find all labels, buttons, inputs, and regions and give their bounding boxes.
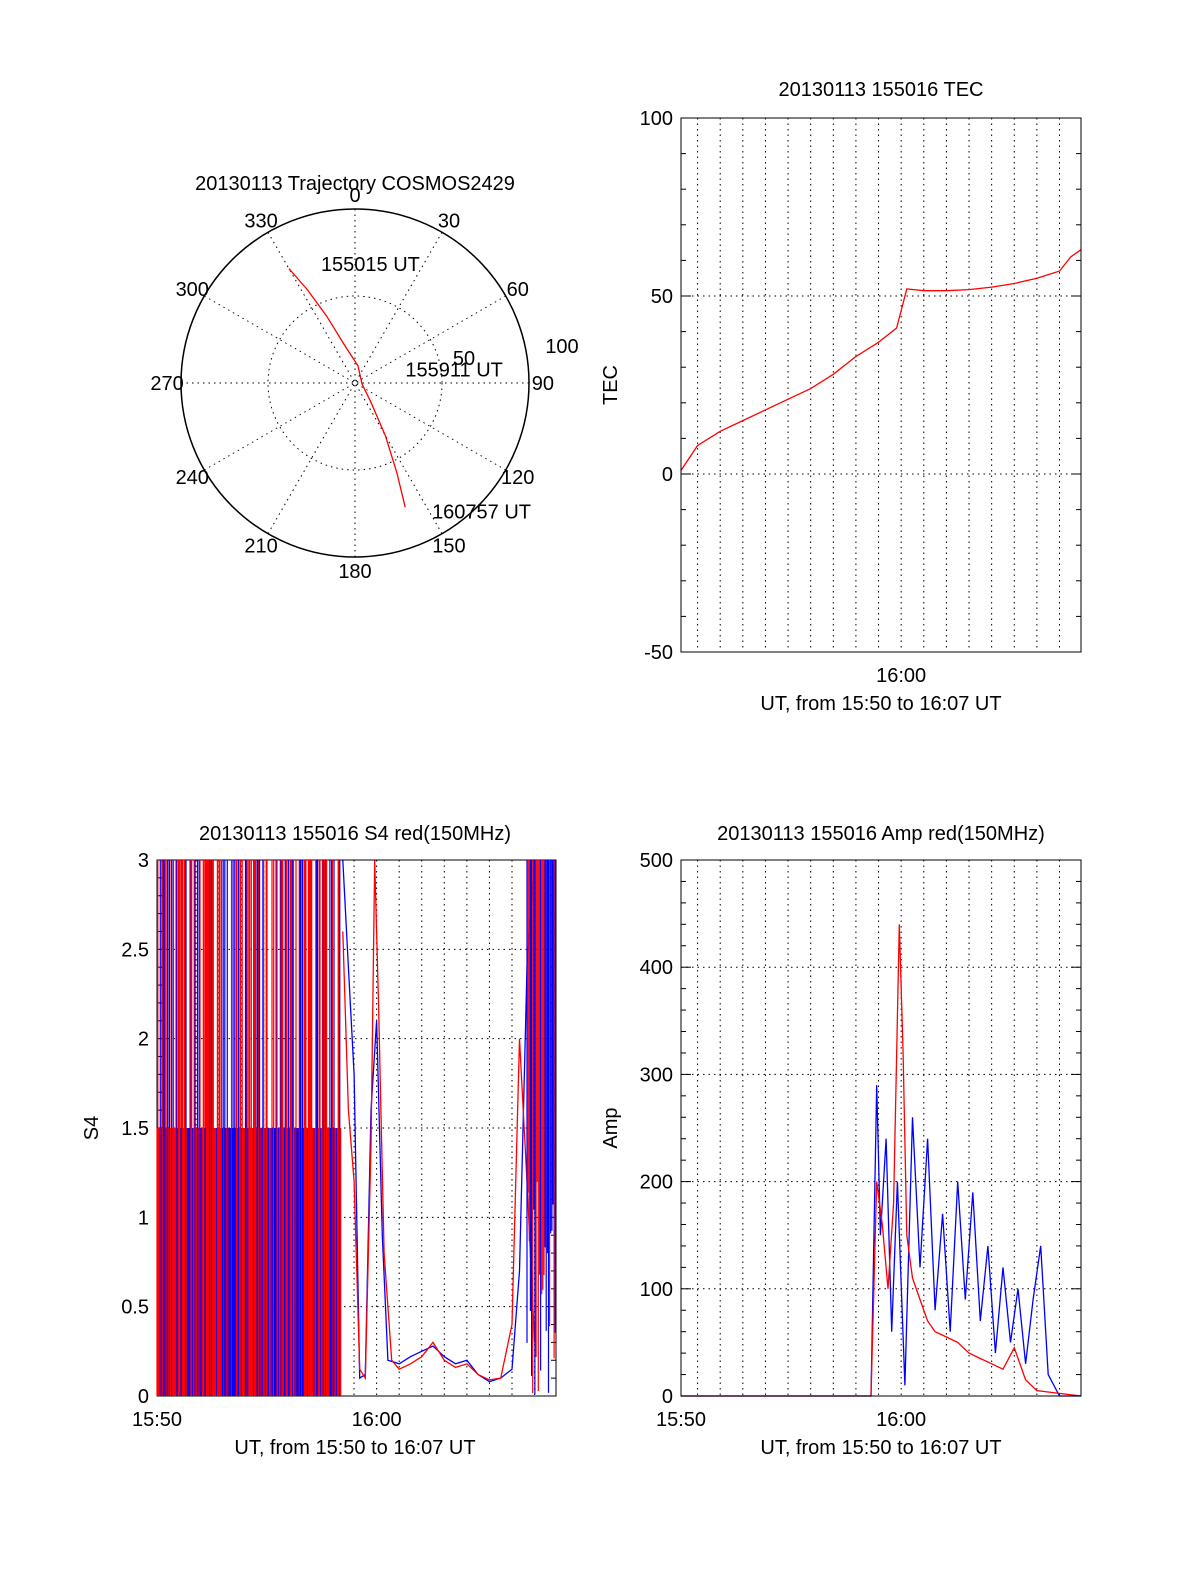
s4-ytick-label: 2 (138, 1029, 149, 1051)
amp-series-line (681, 1085, 1081, 1397)
polar-angle-label: 210 (244, 536, 277, 558)
amp-ytick-label: 100 (640, 1279, 673, 1301)
amp-ytick-label: 300 (640, 1064, 673, 1086)
amp-ylabel: Amp (600, 1107, 622, 1148)
trajectory-annotation: 160757 UT (432, 501, 531, 523)
tec-ytick-label: 50 (651, 286, 673, 308)
amp-xlabel: UT, from 15:50 to 16:07 UT (760, 1437, 1001, 1459)
trajectory-annotation: 155911 UT (405, 359, 502, 381)
s4-panel: 20130113 155016 S4 red(150MHz) 0 0.5 1 1.5 2… (81, 823, 557, 1459)
polar-angle-label: 0 (349, 185, 360, 207)
polar-spoke (267, 232, 443, 534)
polar-angle-label: 240 (176, 467, 209, 489)
polar-radius-label: 100 (545, 336, 578, 358)
polar-angle-label: 150 (432, 536, 465, 558)
tec-ytick-label: 100 (640, 108, 673, 130)
tec-series-line (680, 249, 1082, 471)
s4-ytick-label: 1.5 (121, 1118, 149, 1140)
polar-angle-label: 90 (532, 373, 554, 395)
polar-angle-label: 300 (176, 279, 209, 301)
s4-ytick-label: 0.5 (121, 1297, 149, 1319)
trajectory-series (288, 268, 406, 508)
trajectory-annotations: 155015 UT 155911 UT 160757 UT (321, 254, 531, 523)
tec-ylabel: TEC (600, 365, 622, 405)
amp-plot-frame (680, 859, 1082, 1397)
amp-ytick-label: 500 (640, 850, 673, 872)
amp-title: 20130113 155016 Amp red(150MHz) (717, 823, 1045, 845)
polar-angle-label: 60 (507, 279, 529, 301)
tec-plot-frame (680, 117, 1082, 653)
tec-xtick-label: 16:00 (876, 665, 926, 687)
s4-ytick-label: 2.5 (121, 939, 149, 961)
amp-xtick-label: 15:50 (656, 1409, 706, 1431)
tec-plot: -50 0 50 100 16:00 (640, 108, 1082, 687)
s4-xtick-label: 16:00 (352, 1409, 402, 1431)
tec-title: 20130113 155016 TEC (779, 79, 984, 101)
amp-ytick-label: 400 (640, 957, 673, 979)
s4-xlabel: UT, from 15:50 to 16:07 UT (234, 1437, 475, 1459)
polar-grid (180, 208, 530, 558)
polar-spoke (267, 232, 443, 534)
amp-ytick-label: 200 (640, 1172, 673, 1194)
trajectory-line (288, 268, 406, 508)
amp-ytick-label: 0 (662, 1386, 673, 1408)
amp-series-line (681, 924, 1082, 1397)
tec-ytick-label: 0 (662, 464, 673, 486)
s4-ytick-label: 3 (138, 850, 149, 872)
tec-ytick-label: -50 (644, 642, 673, 664)
s4-ytick-label: 0 (138, 1386, 149, 1408)
polar-radius-labels: 50 100 (453, 336, 579, 370)
s4-plot: 0 0.5 1 1.5 2 2.5 3 15:50 16:00 (121, 850, 557, 1431)
s4-series-line (342, 859, 536, 1381)
polar-angle-label: 330 (244, 210, 277, 232)
s4-xtick-label: 15:50 (132, 1409, 182, 1431)
amp-xtick-label: 16:00 (876, 1409, 926, 1431)
s4-title: 20130113 155016 S4 red(150MHz) (199, 823, 511, 845)
polar-angle-label: 30 (438, 210, 460, 232)
polar-angle-label: 120 (501, 467, 534, 489)
polar-angle-label: 180 (338, 561, 371, 583)
s4-ylabel: S4 (81, 1116, 103, 1140)
polar-angle-labels: 0 30 60 90 120 150 180 210 240 270 300 330 (150, 185, 554, 583)
amp-panel: 20130113 155016 Amp red(150MHz) 0 100 200 3… (600, 823, 1082, 1459)
polar-radius-label: 50 (453, 348, 475, 370)
trajectory-panel: 20130113 Trajectory COSMOS2429 0 30 60 90 12… (150, 173, 578, 583)
polar-inner-circle (267, 295, 443, 471)
amp-plot: 0 100 200 300 400 500 15:50 16:00 (640, 850, 1082, 1431)
tec-panel: 20130113 155016 TEC -50 0 50 100 16:00 UT, f… (600, 79, 1082, 715)
trajectory-annotation: 155015 UT (321, 254, 420, 276)
trajectory-title: 20130113 Trajectory COSMOS2429 (195, 173, 515, 195)
s4-ytick-label: 1 (138, 1207, 149, 1229)
polar-angle-label: 270 (150, 373, 183, 395)
tec-xlabel: UT, from 15:50 to 16:07 UT (760, 693, 1001, 715)
